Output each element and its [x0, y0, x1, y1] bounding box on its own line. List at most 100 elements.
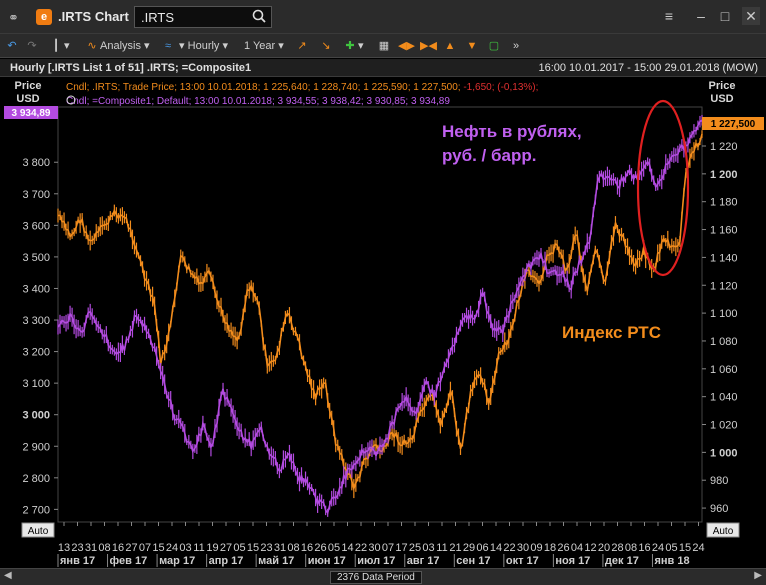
highlight-icon[interactable]: ▢ — [488, 40, 500, 52]
maximize-button[interactable]: □ — [720, 8, 730, 24]
right-tick-label: 1 100 — [710, 308, 738, 320]
zoom-in-icon[interactable]: ▶◀ — [420, 40, 437, 52]
x-day-label: 27 — [125, 542, 137, 554]
expand-vertical-icon[interactable]: ▲ — [444, 40, 456, 52]
x-day-label: 16 — [638, 542, 650, 554]
compare-chart-icon[interactable]: ↘ — [321, 40, 331, 52]
x-day-label: 18 — [544, 542, 556, 554]
right-tick-label: 1 160 — [710, 225, 738, 237]
left-axis-title-1: Price — [15, 80, 42, 92]
legend-oil: Cndl; =Composite1; Default; 13:00 10.01.… — [66, 96, 450, 107]
right-current-box — [702, 117, 764, 130]
legend-clock-icon — [66, 95, 76, 105]
scroll-left-arrow-icon[interactable]: ◀ — [4, 570, 12, 581]
title-bar: ⚭ e .IRTS Chart .IRTS ≡ – □ ✕ — [0, 0, 766, 34]
menu-icon[interactable]: ≡ — [664, 8, 674, 24]
x-month-label: ноя 17 — [555, 555, 590, 567]
x-day-label: 11 — [193, 542, 204, 554]
left-tick-label: 3 800 — [22, 157, 50, 169]
close-button[interactable]: ✕ — [742, 7, 760, 25]
x-day-label: 07 — [382, 542, 394, 554]
x-month-label: июн 17 — [308, 555, 346, 567]
x-month-label: сен 17 — [456, 555, 490, 567]
x-day-label: 16 — [301, 542, 313, 554]
annotation-rts: Индекс РТС — [562, 323, 661, 342]
right-tick-label: 1 000 — [710, 447, 738, 459]
highlight-ellipse — [636, 99, 690, 277]
x-month-label: дек 17 — [605, 555, 639, 567]
minimize-button[interactable]: – — [697, 8, 705, 24]
right-axis: 960 980 1 000 1 020 1 040 1 060 1 080 1 100 1 12… — [702, 141, 738, 515]
scroll-left-icon[interactable]: ◀▶ — [398, 40, 415, 52]
search-icon[interactable] — [251, 8, 267, 24]
more-tools-icon[interactable]: » — [512, 40, 520, 52]
price-chart[interactable]: Price USD Price USD Cndl; .IRTS; Trade P… — [0, 77, 766, 568]
right-auto-label: Auto — [713, 526, 734, 537]
x-day-label: 05 — [665, 542, 677, 554]
right-tick-label: 1 040 — [710, 392, 738, 404]
compress-vertical-icon[interactable]: ▼ — [466, 40, 478, 52]
range-menu[interactable]: 1 Year ▾ — [244, 40, 284, 52]
analysis-label: Analysis — [100, 40, 141, 52]
x-day-label: 07 — [139, 542, 151, 554]
right-auto-button[interactable] — [706, 522, 740, 538]
left-tick-label: 3 300 — [22, 315, 50, 327]
right-axis-title-1: Price — [709, 80, 736, 92]
x-day-label: 08 — [287, 542, 299, 554]
x-day-label: 26 — [557, 542, 569, 554]
period-scrollbar[interactable]: ◀ 2376 Data Period ▶ — [0, 568, 766, 585]
left-tick-label: 2 700 — [22, 504, 50, 516]
right-tick-label: 1 200 — [710, 169, 738, 181]
x-day-label: 30 — [368, 542, 380, 554]
x-month-label: апр 17 — [209, 555, 244, 567]
x-day-label: 15 — [679, 542, 691, 554]
series-layer — [57, 114, 703, 517]
x-day-label: 27 — [220, 542, 232, 554]
legend-rts: Cndl; .IRTS; Trade Price; 13:00 10.01.20… — [66, 82, 538, 93]
grid-icon[interactable]: ▦ — [378, 40, 390, 52]
right-current-value: 1 227,500 — [711, 119, 756, 130]
x-month-label: янв 17 — [60, 555, 95, 567]
scroll-right-arrow-icon[interactable]: ▶ — [754, 570, 762, 581]
analysis-menu[interactable]: ∿ Analysis ▾ — [84, 37, 149, 55]
interval-menu[interactable]: ≈ ▾ Hourly ▾ — [160, 37, 228, 55]
x-day-label: 14 — [341, 542, 353, 554]
undo-icon[interactable]: ↶ — [7, 40, 17, 52]
chart-gridlines — [57, 106, 703, 523]
right-tick-label: 1 220 — [710, 141, 738, 153]
x-day-label: 17 — [395, 542, 407, 554]
x-day-label: 16 — [112, 542, 124, 554]
line-chart-icon[interactable]: ↗ — [297, 40, 307, 52]
redo-icon[interactable]: ↷ — [27, 40, 37, 52]
x-day-label: 12 — [584, 542, 596, 554]
left-tick-label: 2 900 — [22, 441, 50, 453]
x-day-label: 21 — [449, 542, 461, 554]
x-day-label: 15 — [247, 542, 259, 554]
x-day-label: 19 — [206, 542, 218, 554]
left-tick-label: 3 700 — [22, 189, 50, 201]
crosshair-icon[interactable]: ✚ ▾ — [345, 40, 364, 52]
data-period-label: 2376 Data Period — [330, 571, 422, 584]
link-icon[interactable]: ⚭ — [8, 10, 19, 25]
x-day-label: 30 — [517, 542, 529, 554]
left-auto-button[interactable] — [21, 522, 55, 538]
annotation-oil-1: Нефть в рублях, — [442, 122, 582, 141]
x-day-label: 14 — [490, 542, 502, 554]
right-tick-label: 1 140 — [710, 252, 738, 264]
interval-icon: ≈ — [164, 40, 172, 52]
x-month-label: мар 17 — [159, 555, 195, 567]
x-month-label: авг 17 — [407, 555, 440, 567]
left-tick-label: 3 000 — [22, 410, 50, 422]
x-month-label: фев 17 — [110, 555, 148, 567]
x-month-label: июл 17 — [357, 555, 395, 567]
x-day-label: 08 — [98, 542, 110, 554]
candlestick-icon[interactable]: ┃ ▾ — [52, 40, 70, 52]
x-day-label: 23 — [71, 542, 83, 554]
x-day-label: 11 — [436, 542, 447, 554]
left-current-box — [4, 106, 58, 119]
series-line — [57, 119, 703, 515]
x-day-label: 26 — [314, 542, 326, 554]
chart-info-bar: Hourly [.IRTS List 1 of 51] .IRTS; =Comp… — [0, 59, 766, 77]
search-input[interactable]: .IRTS — [134, 6, 272, 28]
x-day-label: 22 — [503, 542, 515, 554]
